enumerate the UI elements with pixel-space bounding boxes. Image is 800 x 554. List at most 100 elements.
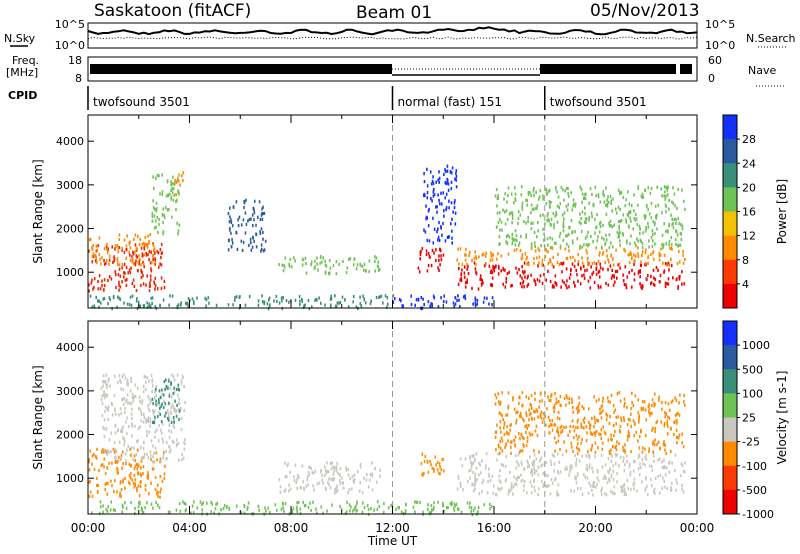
echo-cell <box>366 504 369 508</box>
echo-cell <box>660 187 662 191</box>
echo-cell <box>103 258 105 263</box>
echo-cell <box>637 184 640 189</box>
echo-cell <box>520 479 523 483</box>
echo-cell <box>664 203 667 207</box>
echo-cell <box>177 442 180 446</box>
echo-cell <box>136 467 138 471</box>
echo-cell <box>607 195 609 199</box>
echo-cell <box>523 261 526 265</box>
echo-cell <box>507 233 509 237</box>
echo-cell <box>298 475 300 479</box>
echo-cell <box>141 252 144 256</box>
echo-cell <box>675 398 678 402</box>
echo-cell <box>142 511 145 515</box>
echo-cell <box>575 481 578 485</box>
echo-cell <box>637 439 639 443</box>
echo-cell <box>667 402 670 406</box>
echo-cell <box>599 251 601 255</box>
echo-cell <box>501 439 504 443</box>
echo-cell <box>118 288 120 292</box>
echo-cell <box>544 222 546 226</box>
echo-cell <box>159 303 161 308</box>
echo-cell <box>497 452 499 456</box>
y-tick-label: 1000 <box>56 472 84 485</box>
echo-cell <box>316 262 318 266</box>
echo-cell <box>548 484 550 488</box>
echo-cell <box>347 257 350 261</box>
echo-cell <box>244 231 247 235</box>
echo-cell <box>158 217 160 222</box>
echo-cell <box>306 478 309 482</box>
echo-cell <box>170 180 172 184</box>
echo-cell <box>652 268 655 272</box>
echo-cell <box>587 491 590 495</box>
echo-cell <box>207 296 210 300</box>
echo-cell <box>533 464 535 468</box>
echo-cell <box>597 479 600 483</box>
echo-cell <box>121 503 124 507</box>
echo-cell <box>542 412 545 416</box>
echo-cell <box>537 465 540 469</box>
echo-cell <box>618 391 621 395</box>
echo-cell <box>671 223 673 227</box>
echo-cell <box>301 299 303 303</box>
echo-cell <box>425 252 428 257</box>
echo-cell <box>431 304 433 308</box>
echo-cell <box>103 380 105 384</box>
echo-cell <box>530 242 533 246</box>
echo-cell <box>175 409 178 413</box>
echo-cell <box>363 262 366 266</box>
echo-cell <box>625 283 627 287</box>
echo-cell <box>282 506 284 510</box>
echo-cell <box>597 195 600 199</box>
echo-cell <box>157 439 160 443</box>
echo-cell <box>511 242 514 246</box>
y-tick-label: 4000 <box>56 341 84 354</box>
echo-cell <box>562 229 565 233</box>
echo-cell <box>455 171 457 175</box>
echo-cell <box>617 263 619 267</box>
echo-cell <box>322 511 324 515</box>
echo-cell <box>520 460 523 464</box>
echo-cell <box>453 304 455 308</box>
echo-cell <box>429 170 432 174</box>
echo-cell <box>179 183 181 187</box>
echo-cell <box>151 384 154 388</box>
echo-cell <box>518 450 521 454</box>
echo-cell <box>665 194 667 198</box>
echo-cell <box>436 230 438 234</box>
echo-cell <box>431 248 434 252</box>
echo-cell <box>525 430 527 435</box>
echo-cell <box>137 484 140 488</box>
echo-cell <box>602 189 605 194</box>
echo-cell <box>613 485 616 489</box>
echo-cell <box>454 177 456 181</box>
echo-cell <box>530 245 533 249</box>
echo-cell <box>591 444 593 448</box>
echo-cell <box>525 413 528 418</box>
echo-cell <box>670 486 672 490</box>
echo-cell <box>585 248 588 252</box>
echo-cell <box>568 401 570 405</box>
echo-cell <box>321 473 323 477</box>
echo-cell <box>642 462 644 466</box>
echo-cell <box>500 430 502 434</box>
echo-cell <box>661 194 663 198</box>
echo-cell <box>159 412 161 416</box>
echo-cell <box>553 406 556 410</box>
echo-cell <box>124 271 126 275</box>
echo-cell <box>129 295 132 299</box>
echo-cell <box>547 395 549 399</box>
echo-cell <box>142 465 145 469</box>
echo-cell <box>684 207 686 211</box>
echo-cell <box>470 465 473 469</box>
echo-cell <box>595 225 598 229</box>
echo-cell <box>507 406 509 410</box>
echo-cell <box>567 203 569 207</box>
echo-cell <box>477 287 480 291</box>
echo-cell <box>371 488 374 492</box>
echo-cell <box>681 270 683 274</box>
echo-cell <box>526 459 529 463</box>
echo-cell <box>121 280 123 284</box>
